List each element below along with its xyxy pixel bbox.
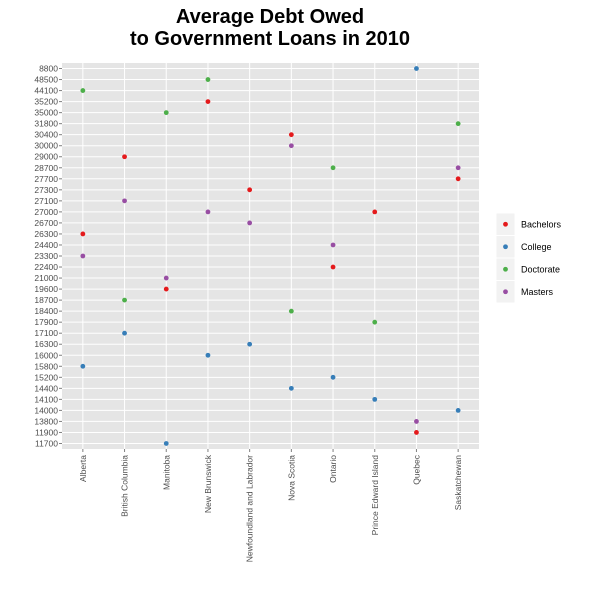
data-point-bachelors [247,187,253,193]
data-points [80,66,461,446]
data-point-bachelors [288,132,294,138]
data-point-college [288,385,294,391]
data-point-bachelors [372,209,378,215]
y-tick-label: 13800 [34,416,58,426]
y-tick-label: 30400 [34,130,58,140]
y-tick-label: 18700 [34,295,58,305]
x-tick-label: Manitoba [161,455,171,490]
x-tick-label: New Brunswick [203,454,213,513]
data-point-masters [163,275,169,281]
data-point-bachelors [80,231,86,237]
y-tick-label: 15200 [34,372,58,382]
x-tick-label: British Columbia [120,455,130,517]
data-point-bachelors [455,176,461,182]
y-tick-label: 44100 [34,86,58,96]
chart-title: Average Debt Owed to Government Loans in… [0,6,540,50]
y-tick-label: 23300 [34,251,58,261]
data-point-masters [80,253,86,259]
y-tick-label: 18400 [34,306,58,316]
data-point-masters [455,165,461,171]
legend: Bachelors College Doctorate Masters [495,212,562,304]
data-point-college [372,396,378,402]
legend-symbol-masters [503,289,508,295]
data-point-masters [122,198,127,204]
data-point-masters [330,242,336,248]
y-tick-label: 16000 [34,350,58,360]
y-tick-label: 30000 [34,141,58,151]
y-axis: 1170011900138001400014100144001520015800… [34,64,62,448]
data-point-doctorate [80,88,86,93]
data-point-masters [414,419,419,424]
data-point-bachelors [163,286,169,292]
y-tick-label: 14400 [34,383,58,393]
legend-label-college: College [521,242,552,252]
x-tick-label: Ontario [328,455,338,483]
data-point-doctorate [372,319,378,325]
data-point-college [80,363,86,369]
y-tick-label: 24400 [34,240,58,250]
y-tick-label: 11700 [35,438,58,448]
y-tick-label: 35200 [34,97,58,107]
data-point-bachelors [330,264,336,270]
legend-label-bachelors: Bachelors [521,219,562,229]
y-tick-label: 17100 [34,328,58,338]
data-point-college [414,66,419,71]
y-tick-label: 26300 [34,229,58,239]
x-tick-label: Saskatchewan [453,455,463,511]
legend-symbol-college [503,244,508,250]
y-tick-label: 26700 [34,218,58,228]
data-point-college [247,341,253,347]
data-point-doctorate [330,165,336,171]
x-tick-label: Newfoundland and Labrador [245,455,255,562]
y-tick-label: 27300 [34,185,58,195]
x-tick-label: Prince Edward Island [370,455,380,536]
data-point-bachelors [122,154,127,160]
x-tick-label: Quebec [411,454,421,485]
data-point-doctorate [205,77,211,82]
x-tick-label: Alberta [78,455,88,482]
data-point-college [455,408,461,413]
data-point-bachelors [205,99,211,104]
y-tick-label: 27100 [34,196,58,206]
data-point-doctorate [288,308,294,314]
chart-title-line-1: Average Debt Owed [175,6,365,28]
x-axis: Alberta British Columbia Manitoba New Bruns… [78,449,463,562]
data-point-bachelors [414,430,419,435]
data-point-doctorate [163,110,169,116]
y-tick-label: 22400 [34,262,58,272]
chart-title-line-2: to Government Loans in 2010 [129,28,411,50]
y-tick-label: 31800 [34,119,58,129]
y-tick-label: 14100 [34,394,58,404]
data-point-college [205,352,211,358]
y-tick-label: 27000 [34,207,58,217]
y-tick-label: 27700 [34,174,58,184]
data-point-college [330,374,336,380]
y-tick-label: 16300 [34,339,58,349]
y-tick-label: 11900 [35,427,58,437]
legend-symbol-doctorate [503,266,508,272]
y-tick-label: 17900 [34,317,58,327]
y-tick-label: 48500 [34,75,58,85]
data-point-masters [205,209,211,215]
grid-lines [62,63,479,449]
legend-symbol-bachelors [503,221,508,227]
y-tick-label: 14000 [34,405,58,415]
y-tick-label: 8800 [39,64,58,74]
y-tick-label: 15800 [34,361,58,371]
data-point-college [163,441,169,446]
data-point-doctorate [122,297,127,303]
y-tick-label: 35000 [34,108,58,118]
y-tick-label: 28700 [34,163,58,173]
data-point-college [122,330,127,336]
legend-label-masters: Masters [521,287,554,297]
y-tick-label: 19600 [34,284,58,294]
data-point-doctorate [455,121,461,127]
legend-label-doctorate: Doctorate [521,264,560,274]
data-point-masters [247,220,253,226]
y-tick-label: 29000 [34,152,58,162]
data-point-masters [288,143,294,149]
x-tick-label: Nova Scotia [286,455,296,501]
y-tick-label: 21000 [34,273,58,283]
